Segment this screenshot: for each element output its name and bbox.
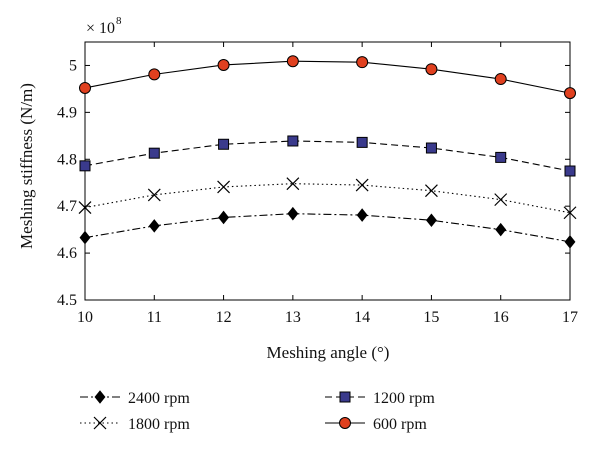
y-tick-label: 4.5 bbox=[57, 292, 77, 309]
legend-label: 2400 rpm bbox=[128, 390, 190, 407]
data-point bbox=[564, 165, 576, 177]
legend-marker bbox=[339, 417, 351, 429]
marker-stroke bbox=[563, 206, 577, 220]
marker-stroke bbox=[217, 180, 230, 194]
marker-stroke bbox=[494, 193, 508, 207]
marker-stroke bbox=[147, 188, 161, 202]
legend-label: 600 rpm bbox=[373, 416, 427, 433]
legend-entry: 600 rpm bbox=[325, 416, 427, 433]
legend: 2400 rpm 1200 rpm 1800 rpm 600 rpm bbox=[80, 390, 435, 433]
series-line bbox=[84, 140, 571, 172]
legend-entry: 2400 rpm bbox=[80, 390, 190, 407]
y-tick-label: 4.9 bbox=[57, 104, 77, 121]
legend-marker bbox=[93, 416, 107, 430]
series-2400-rpm bbox=[79, 206, 576, 249]
x-tick-label: 10 bbox=[77, 309, 93, 326]
marker-stroke bbox=[78, 201, 92, 215]
y-tick-label: 4.6 bbox=[57, 245, 77, 262]
data-point bbox=[286, 55, 299, 68]
data-point bbox=[425, 142, 437, 154]
data-point bbox=[495, 222, 507, 237]
y-tick-label: 5 bbox=[69, 57, 77, 74]
series-1800-rpm bbox=[78, 177, 577, 220]
data-point bbox=[79, 230, 91, 245]
data-point bbox=[425, 184, 438, 198]
data-point bbox=[78, 201, 92, 215]
data-point bbox=[494, 193, 508, 207]
data-point bbox=[217, 58, 230, 71]
axes-group: 10 11 12 13 14 15 16 17 4.5 4.6 4.7 4.8 4.9 5 bbox=[57, 41, 578, 326]
legend-marker bbox=[94, 390, 106, 404]
series-1200-rpm bbox=[79, 135, 576, 177]
legend-label: 1800 rpm bbox=[128, 416, 190, 433]
legend-marker bbox=[339, 391, 351, 403]
data-point bbox=[564, 87, 576, 100]
data-point bbox=[218, 138, 230, 150]
series-line bbox=[84, 60, 571, 94]
x-tick-label: 13 bbox=[285, 309, 301, 326]
series-group bbox=[78, 55, 577, 249]
series-600-rpm bbox=[79, 55, 576, 100]
data-point bbox=[218, 210, 230, 225]
legend-entry: 1200 rpm bbox=[325, 390, 435, 407]
x-tick-label: 14 bbox=[354, 309, 370, 326]
marker-stroke bbox=[355, 178, 369, 192]
data-point bbox=[564, 235, 576, 249]
data-point bbox=[356, 208, 368, 222]
marker-stroke bbox=[93, 416, 107, 430]
data-point bbox=[148, 68, 161, 81]
y-axis-multiplier: × 10 bbox=[86, 20, 115, 37]
x-tick-label: 12 bbox=[216, 309, 232, 326]
series-line bbox=[84, 183, 571, 214]
data-point bbox=[287, 206, 299, 221]
data-point bbox=[286, 177, 300, 191]
data-point bbox=[563, 206, 577, 220]
y-tick-label: 4.8 bbox=[57, 151, 77, 168]
data-point bbox=[287, 135, 299, 147]
marker-stroke bbox=[425, 184, 438, 198]
x-tick-label: 17 bbox=[562, 309, 578, 326]
y-axis-label: Meshing stiffness (N/m) bbox=[17, 83, 36, 249]
x-tick-label: 15 bbox=[423, 309, 439, 326]
data-point bbox=[425, 213, 437, 228]
data-point bbox=[217, 180, 230, 194]
data-point bbox=[356, 136, 368, 148]
data-point bbox=[147, 188, 161, 202]
legend-label: 1200 rpm bbox=[373, 390, 435, 407]
x-axis-label: Meshing angle (°) bbox=[267, 343, 390, 362]
series-line bbox=[84, 213, 571, 243]
x-tick-label: 11 bbox=[147, 309, 162, 326]
data-point bbox=[79, 81, 91, 94]
marker-stroke bbox=[286, 177, 300, 191]
data-point bbox=[495, 151, 507, 163]
data-point bbox=[355, 178, 369, 192]
y-axis-multiplier-exponent: 8 bbox=[116, 15, 122, 27]
data-point bbox=[148, 219, 160, 233]
data-point bbox=[356, 56, 369, 69]
data-point bbox=[425, 63, 438, 76]
data-point bbox=[79, 160, 91, 172]
x-tick-label: 16 bbox=[493, 309, 509, 326]
data-point bbox=[148, 147, 160, 159]
y-tick-label: 4.7 bbox=[57, 198, 77, 215]
data-point bbox=[494, 73, 507, 86]
legend-entry: 1800 rpm bbox=[80, 416, 190, 433]
